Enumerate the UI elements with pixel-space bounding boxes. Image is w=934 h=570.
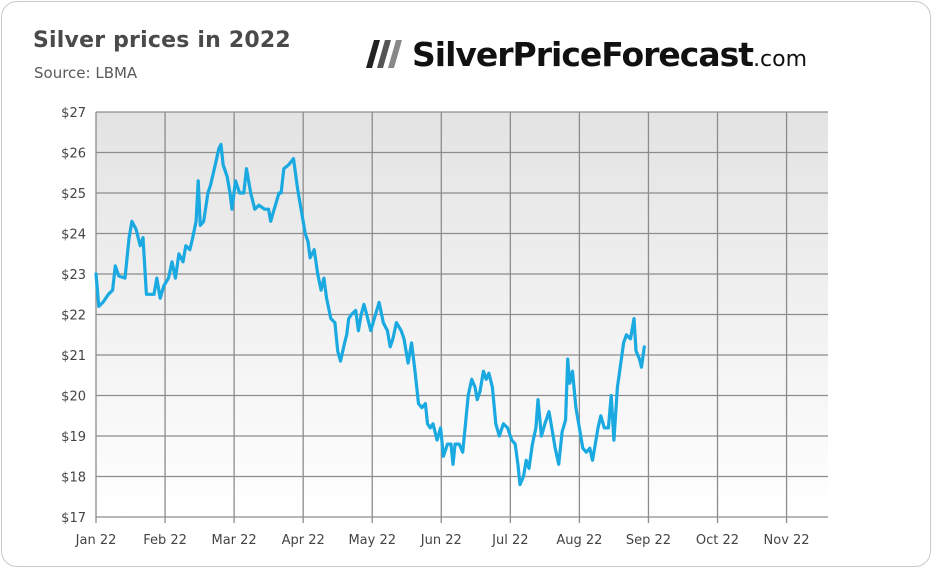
x-gridlines — [95, 112, 788, 523]
brand-logo[interactable]: SilverPriceForecast .com — [366, 34, 807, 78]
y-tick-label: $21 — [61, 349, 86, 364]
y-tick-label: $19 — [61, 430, 86, 445]
y-tick-label: $18 — [61, 471, 86, 486]
y-tick-label: $25 — [61, 187, 86, 202]
brand-tld: .com — [753, 47, 808, 72]
y-tick-label: $23 — [61, 268, 86, 283]
y-tick-label: $20 — [61, 390, 86, 405]
x-tick-label: Aug 22 — [556, 533, 602, 548]
y-tick-label: $24 — [61, 228, 86, 243]
x-tick-label: Sep 22 — [626, 533, 671, 548]
x-tick-label: Jan 22 — [75, 533, 117, 548]
silver-price-series-line — [94, 142, 646, 487]
x-tick-label: May 22 — [348, 533, 396, 548]
x-tick-label: Oct 22 — [696, 533, 739, 548]
y-tick-label: $22 — [61, 309, 86, 324]
y-tick-label: $27 — [61, 106, 86, 121]
y-axis-tick-labels: $17 $18 $19 $20 $21 $22 $23 $24 $25 $26 $27 — [61, 106, 86, 526]
y-tick-label: $17 — [61, 511, 86, 526]
x-tick-label: Feb 22 — [143, 533, 187, 548]
x-tick-label: Jul 22 — [491, 533, 528, 548]
x-tick-label: Mar 22 — [212, 533, 257, 548]
x-tick-label: Apr 22 — [282, 533, 325, 548]
chart-title: Silver prices in 2022 — [33, 28, 291, 53]
chart-source: Source: LBMA — [34, 64, 138, 82]
x-axis-tick-labels: Jan 22 Feb 22 Mar 22 Apr 22 May 22 Jun 22 Jul … — [75, 533, 810, 548]
slanted-stripes-logo-icon — [366, 38, 412, 70]
y-tick-label: $26 — [61, 147, 86, 162]
x-tick-label: Jun 22 — [420, 533, 462, 548]
brand-name: SilverPriceForecast — [412, 35, 754, 74]
x-tick-label: Nov 22 — [764, 533, 810, 548]
